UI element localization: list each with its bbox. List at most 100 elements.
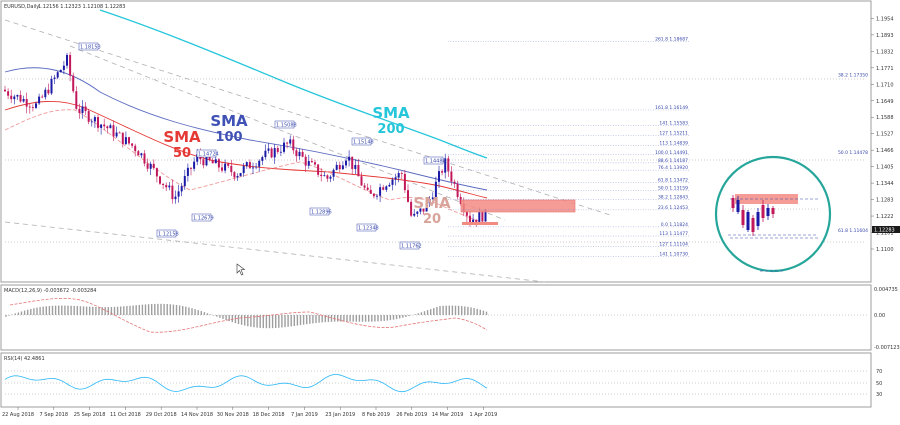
candle-body-1 <box>7 91 10 96</box>
candle-body-144 <box>450 171 453 182</box>
candle-body-16 <box>53 77 56 79</box>
candle-body-121 <box>379 187 382 196</box>
candle-body-14 <box>47 89 50 94</box>
fib-label-10: 38.2 1.12843 <box>658 194 688 200</box>
candle-body-79 <box>248 162 251 169</box>
sma200-line <box>99 9 488 159</box>
candle-body-151 <box>472 219 475 223</box>
fib-right-label-2: 61.8 1.11604 <box>838 228 868 234</box>
candle-body-142 <box>444 158 447 173</box>
lower-trendline <box>4 221 546 283</box>
candle-body-129 <box>403 173 406 191</box>
candle-body-64 <box>202 159 205 166</box>
zoom-candle-body-5 <box>756 212 760 226</box>
candles-group <box>4 51 487 227</box>
candle-body-135 <box>422 208 425 212</box>
sma20-label-top: SMA <box>413 194 451 212</box>
candle-body-150 <box>469 215 471 223</box>
price-tick-label-6: 1.1588 <box>876 115 894 121</box>
candle-body-19 <box>62 65 65 70</box>
price-label-10: 1.11762 <box>401 244 422 250</box>
candle-body-71 <box>224 163 227 171</box>
price-tick-label-10: 1.1344 <box>876 181 894 187</box>
fib-levels: 261.8 1.18687 161.8 1.16149 141 1.15583 127… <box>448 36 868 257</box>
candle-body-4 <box>16 94 19 97</box>
candle-body-54 <box>171 185 174 200</box>
macd-panel-frame <box>0 284 872 351</box>
rsi-title: RSI(14) 42.4861 <box>4 356 45 362</box>
candle-body-12 <box>41 96 44 98</box>
candle-body-127 <box>397 173 400 178</box>
candle-body-155 <box>484 209 487 222</box>
candle-body-68 <box>214 159 217 164</box>
candle-body-141 <box>441 171 444 173</box>
candle-body-7 <box>25 99 28 107</box>
candle-body-154 <box>481 212 484 222</box>
price-tick-label-12: 1.1222 <box>876 214 894 220</box>
candle-body-138 <box>431 197 434 200</box>
candle-body-46 <box>146 163 149 169</box>
x-tick-label-3: 11 Oct 2018 <box>110 412 141 418</box>
candle-body-31 <box>100 124 103 128</box>
zoom-candle-body-0 <box>731 198 735 208</box>
candle-body-100 <box>314 162 316 165</box>
candle-body-123 <box>385 186 388 190</box>
fib-label-7: 76.4 1.13920 <box>658 165 688 171</box>
candle-body-134 <box>419 208 422 212</box>
candle-body-17 <box>56 72 59 78</box>
candle-body-44 <box>140 153 143 156</box>
candle-body-86 <box>270 148 273 158</box>
candle-body-137 <box>428 199 431 204</box>
candle-body-15 <box>50 78 53 94</box>
candle-body-13 <box>44 89 47 98</box>
candle-body-90 <box>283 142 285 152</box>
candle-body-133 <box>416 211 419 214</box>
candle-body-58 <box>183 175 186 187</box>
candle-body-9 <box>31 107 34 109</box>
candle-body-42 <box>134 145 137 152</box>
candle-body-74 <box>233 172 236 178</box>
candle-body-149 <box>465 211 468 216</box>
fib-label-2: 141 1.15583 <box>659 120 688 126</box>
x-tick-label-11: 26 Feb 2019 <box>396 412 427 418</box>
rsi-tick-70: 70 <box>876 369 882 375</box>
candle-body-11 <box>38 96 41 104</box>
candle-body-27 <box>87 111 90 122</box>
price-tick-label-4: 1.1710 <box>876 82 894 88</box>
candle-body-118 <box>369 189 372 194</box>
symbol-label: EURUSD,Daily <box>4 4 39 10</box>
candle-body-78 <box>245 162 248 167</box>
candle-body-111 <box>348 156 351 161</box>
candle-body-107 <box>335 164 338 170</box>
sma20-label-bottom: 20 <box>423 212 441 227</box>
trend-lines <box>4 19 611 283</box>
price-label-1: 1.18153 <box>80 45 101 51</box>
candle-body-8 <box>28 106 31 108</box>
candle-body-125 <box>391 179 394 185</box>
candle-body-88 <box>276 148 279 152</box>
candle-body-106 <box>332 169 335 177</box>
candle-body-10 <box>35 103 37 108</box>
candle-body-85 <box>267 148 270 151</box>
candle-body-50 <box>159 176 161 184</box>
candle-body-28 <box>90 121 93 123</box>
candle-body-81 <box>255 166 258 168</box>
price-labels: 1.18153 1.15088 1.14724 1.15148 1.14488 … <box>78 42 446 250</box>
candle-body-62 <box>196 154 199 162</box>
candle-body-101 <box>317 164 320 175</box>
x-tick-label-8: 7 Jan 2019 <box>291 412 318 418</box>
quote-label: 1.12156 1.12323 1.12108 1.12283 <box>38 4 125 10</box>
price-label-6: 1.12679 <box>193 216 214 222</box>
macd-title: MACD(12,26,9) -0.003672 -0.003284 <box>4 288 96 294</box>
price-label-8: 1.12348 <box>358 226 379 232</box>
x-tick-label-7: 18 Dec 2018 <box>253 412 285 418</box>
candle-body-104 <box>326 175 329 179</box>
upper-trendline <box>4 19 611 216</box>
fib-right-label-1: 50.0 1.14478 <box>838 150 868 156</box>
candle-body-145 <box>453 181 456 184</box>
candle-body-29 <box>93 117 96 122</box>
candle-body-39 <box>124 137 127 145</box>
candle-body-108 <box>338 164 341 170</box>
candle-body-140 <box>438 171 440 182</box>
